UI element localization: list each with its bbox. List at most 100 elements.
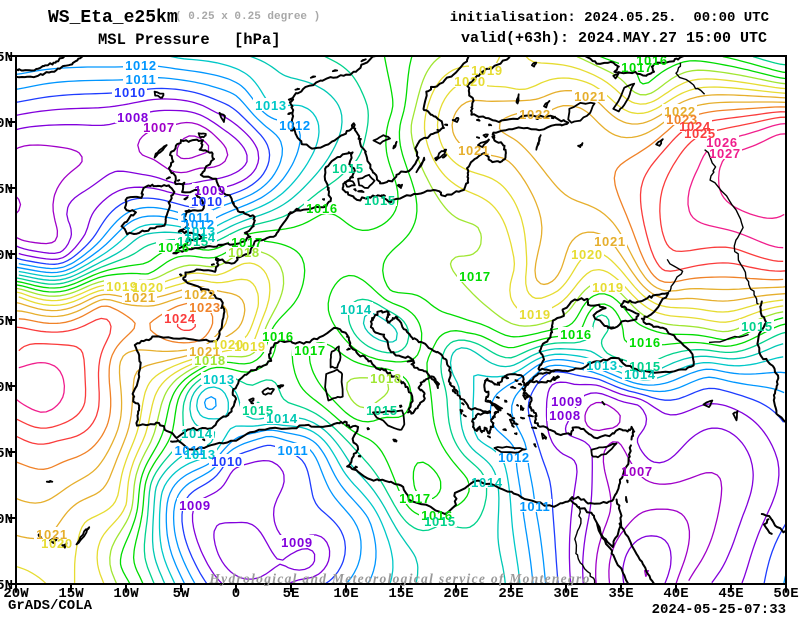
svg-text:15W: 15W xyxy=(58,586,84,602)
svg-text:Hydrological and Meteorologica: Hydrological and Meteorological service … xyxy=(208,571,590,586)
svg-text:1008: 1008 xyxy=(117,110,149,125)
svg-text:1013: 1013 xyxy=(184,447,216,462)
svg-text:1015: 1015 xyxy=(424,514,456,529)
svg-text:1018: 1018 xyxy=(370,371,402,386)
svg-text:1024: 1024 xyxy=(679,119,711,134)
svg-text:[hPa]: [hPa] xyxy=(234,31,281,49)
svg-text:( 0.25 x 0.25 degree ): ( 0.25 x 0.25 degree ) xyxy=(175,11,320,23)
svg-text:1009: 1009 xyxy=(281,535,313,550)
svg-text:1010: 1010 xyxy=(211,454,243,469)
svg-text:1027: 1027 xyxy=(709,146,741,161)
svg-text:1011: 1011 xyxy=(125,72,156,87)
svg-text:1013: 1013 xyxy=(203,372,235,387)
svg-text:20E: 20E xyxy=(443,586,468,602)
svg-text:1016: 1016 xyxy=(560,327,592,342)
svg-text:1022: 1022 xyxy=(664,104,696,119)
svg-text:GrADS/COLA: GrADS/COLA xyxy=(8,598,93,614)
svg-text:1012: 1012 xyxy=(279,118,311,133)
svg-text:1019: 1019 xyxy=(234,339,266,354)
svg-text:1021: 1021 xyxy=(189,344,221,359)
svg-text:35N: 35N xyxy=(0,446,13,462)
svg-text:1020: 1020 xyxy=(212,337,244,352)
svg-text:50N: 50N xyxy=(0,248,13,264)
svg-text:1016: 1016 xyxy=(636,53,668,68)
svg-text:30N: 30N xyxy=(0,512,13,528)
svg-text:1016: 1016 xyxy=(306,201,338,216)
svg-text:1011: 1011 xyxy=(180,210,211,225)
svg-text:1022: 1022 xyxy=(519,107,551,122)
svg-text:1018: 1018 xyxy=(228,245,260,260)
svg-text:55N: 55N xyxy=(0,182,13,198)
svg-text:1015: 1015 xyxy=(741,319,773,334)
svg-text:2024-05-25-07:33: 2024-05-25-07:33 xyxy=(652,602,786,618)
svg-text:1014: 1014 xyxy=(266,411,298,426)
svg-text:1011: 1011 xyxy=(277,443,308,458)
svg-text:1007: 1007 xyxy=(143,120,175,135)
svg-text:25N: 25N xyxy=(0,578,13,594)
svg-text:1019: 1019 xyxy=(471,63,503,78)
svg-text:45E: 45E xyxy=(718,586,743,602)
svg-text:1017: 1017 xyxy=(231,235,263,250)
svg-text:1019: 1019 xyxy=(519,307,551,322)
svg-text:1024: 1024 xyxy=(164,311,196,326)
svg-text:1015: 1015 xyxy=(364,193,396,208)
svg-text:1015: 1015 xyxy=(177,234,209,249)
svg-text:1016: 1016 xyxy=(629,335,661,350)
svg-text:1015: 1015 xyxy=(332,161,364,176)
svg-text:25E: 25E xyxy=(498,586,523,602)
svg-text:1022: 1022 xyxy=(184,287,216,302)
svg-text:1021: 1021 xyxy=(124,290,156,305)
svg-text:50E: 50E xyxy=(773,586,798,602)
svg-text:1018: 1018 xyxy=(194,353,226,368)
svg-text:initialisation: 2024.05.25. 0: initialisation: 2024.05.25. 00:00 UTC xyxy=(450,10,770,26)
svg-text:1016: 1016 xyxy=(262,329,294,344)
svg-text:30E: 30E xyxy=(553,586,578,602)
svg-text:10E: 10E xyxy=(333,586,358,602)
svg-text:1010: 1010 xyxy=(191,194,223,209)
svg-text:1026: 1026 xyxy=(706,135,738,150)
svg-text:1021: 1021 xyxy=(458,143,490,158)
svg-text:1014: 1014 xyxy=(471,475,503,490)
svg-text:20W: 20W xyxy=(3,586,29,602)
svg-text:5W: 5W xyxy=(173,586,190,602)
svg-text:1013: 1013 xyxy=(184,224,216,239)
svg-text:1012: 1012 xyxy=(125,58,157,73)
svg-text:1009: 1009 xyxy=(194,183,226,198)
svg-text:1009: 1009 xyxy=(551,394,583,409)
svg-text:40E: 40E xyxy=(663,586,688,602)
svg-text:1014: 1014 xyxy=(181,426,213,441)
svg-text:1015: 1015 xyxy=(242,403,274,418)
svg-text:1012: 1012 xyxy=(183,217,215,232)
svg-text:1020: 1020 xyxy=(41,536,73,551)
svg-text:1014: 1014 xyxy=(624,367,656,382)
svg-text:1021: 1021 xyxy=(574,89,606,104)
svg-text:1021: 1021 xyxy=(594,234,626,249)
svg-text:1021: 1021 xyxy=(36,527,68,542)
svg-text:35E: 35E xyxy=(608,586,633,602)
svg-text:1011: 1011 xyxy=(174,443,205,458)
svg-text:1023: 1023 xyxy=(666,112,698,127)
svg-text:1009: 1009 xyxy=(179,498,211,513)
svg-text:1019: 1019 xyxy=(592,280,624,295)
svg-text:15E: 15E xyxy=(388,586,413,602)
svg-text:45N: 45N xyxy=(0,314,13,330)
svg-text:1016: 1016 xyxy=(421,508,453,523)
svg-text:1017: 1017 xyxy=(459,269,491,284)
svg-text:10W: 10W xyxy=(113,586,139,602)
svg-text:1014: 1014 xyxy=(184,230,216,245)
svg-text:65N: 65N xyxy=(0,50,13,66)
svg-text:40N: 40N xyxy=(0,380,13,396)
svg-text:1007: 1007 xyxy=(621,464,653,479)
svg-text:1013: 1013 xyxy=(255,98,287,113)
svg-text:1020: 1020 xyxy=(132,280,164,295)
svg-text:1025: 1025 xyxy=(684,126,716,141)
svg-text:60N: 60N xyxy=(0,116,13,132)
svg-text:1012: 1012 xyxy=(498,450,530,465)
svg-text:WS_Eta_e25km: WS_Eta_e25km xyxy=(48,8,178,28)
svg-text:1020: 1020 xyxy=(454,74,486,89)
svg-text:1013: 1013 xyxy=(586,358,618,373)
svg-text:1020: 1020 xyxy=(571,247,603,262)
svg-text:0: 0 xyxy=(232,586,240,602)
svg-text:1017: 1017 xyxy=(294,343,326,358)
svg-text:1017: 1017 xyxy=(399,491,431,506)
